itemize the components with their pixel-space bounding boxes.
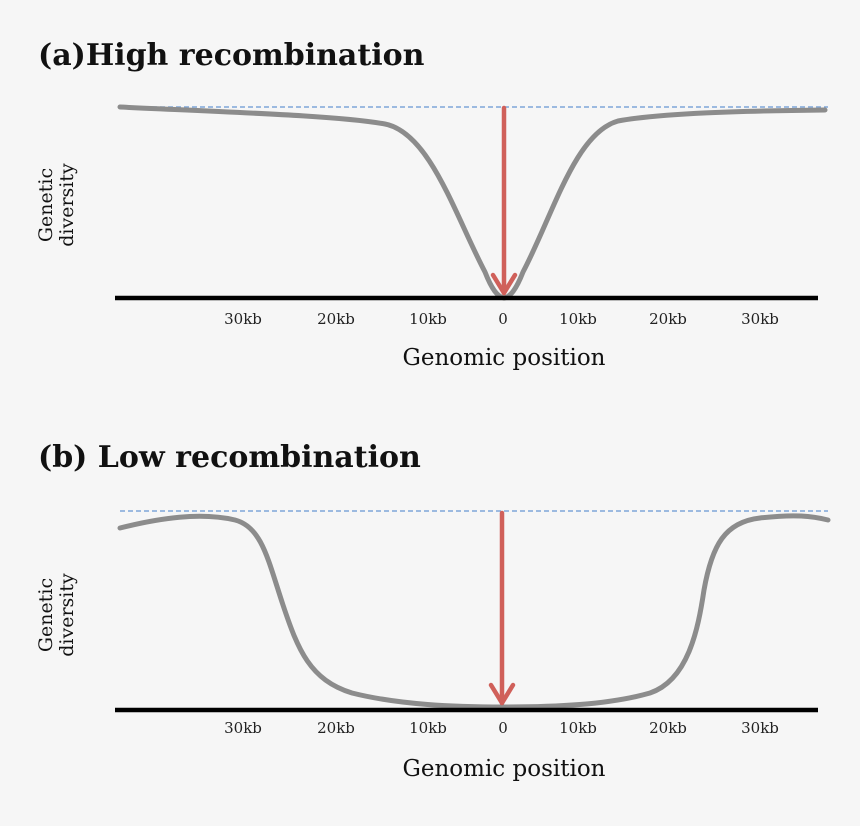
tick-label: 20kb: [317, 310, 355, 328]
y-axis-label-line2: diversity: [56, 573, 78, 657]
selective-sweep-arrow: [488, 510, 516, 706]
tick-label: 20kb: [317, 719, 355, 737]
x-axis-title: Genomic position: [403, 345, 606, 371]
tick-label: 10kb: [559, 310, 597, 328]
tick-label: 30kb: [741, 310, 779, 328]
diversity-curve: [117, 513, 831, 710]
tick-label: 30kb: [741, 719, 779, 737]
panel-low-recombination: (b) Low recombination Genetic diversity …: [35, 440, 831, 782]
tick-label: 30kb: [224, 719, 262, 737]
selective-sweep-arrow: [490, 105, 518, 296]
tick-label: 10kb: [409, 310, 447, 328]
panel-title: (a)High recombination: [38, 38, 425, 73]
tick-label: 10kb: [409, 719, 447, 737]
tick-label: 20kb: [649, 310, 687, 328]
tick-label: 10kb: [559, 719, 597, 737]
tick-label: 30kb: [224, 310, 262, 328]
diversity-curve: [117, 104, 828, 301]
x-axis-ticks: 30kb 20kb 10kb 0 10kb 20kb 30kb: [224, 719, 779, 737]
panel-title: (b) Low recombination: [38, 440, 421, 475]
tick-label: 20kb: [649, 719, 687, 737]
y-axis-label-line1: Genetic: [35, 578, 57, 652]
x-axis-ticks: 30kb 20kb 10kb 0 10kb 20kb 30kb: [224, 310, 779, 328]
tick-label: 0: [498, 310, 508, 328]
panel-high-recombination: (a)High recombination Genetic diversity …: [35, 38, 828, 371]
x-axis-title: Genomic position: [403, 756, 606, 782]
tick-label: 0: [498, 719, 508, 737]
y-axis-label-line2: diversity: [56, 163, 78, 247]
y-axis-label-line1: Genetic: [35, 168, 57, 242]
